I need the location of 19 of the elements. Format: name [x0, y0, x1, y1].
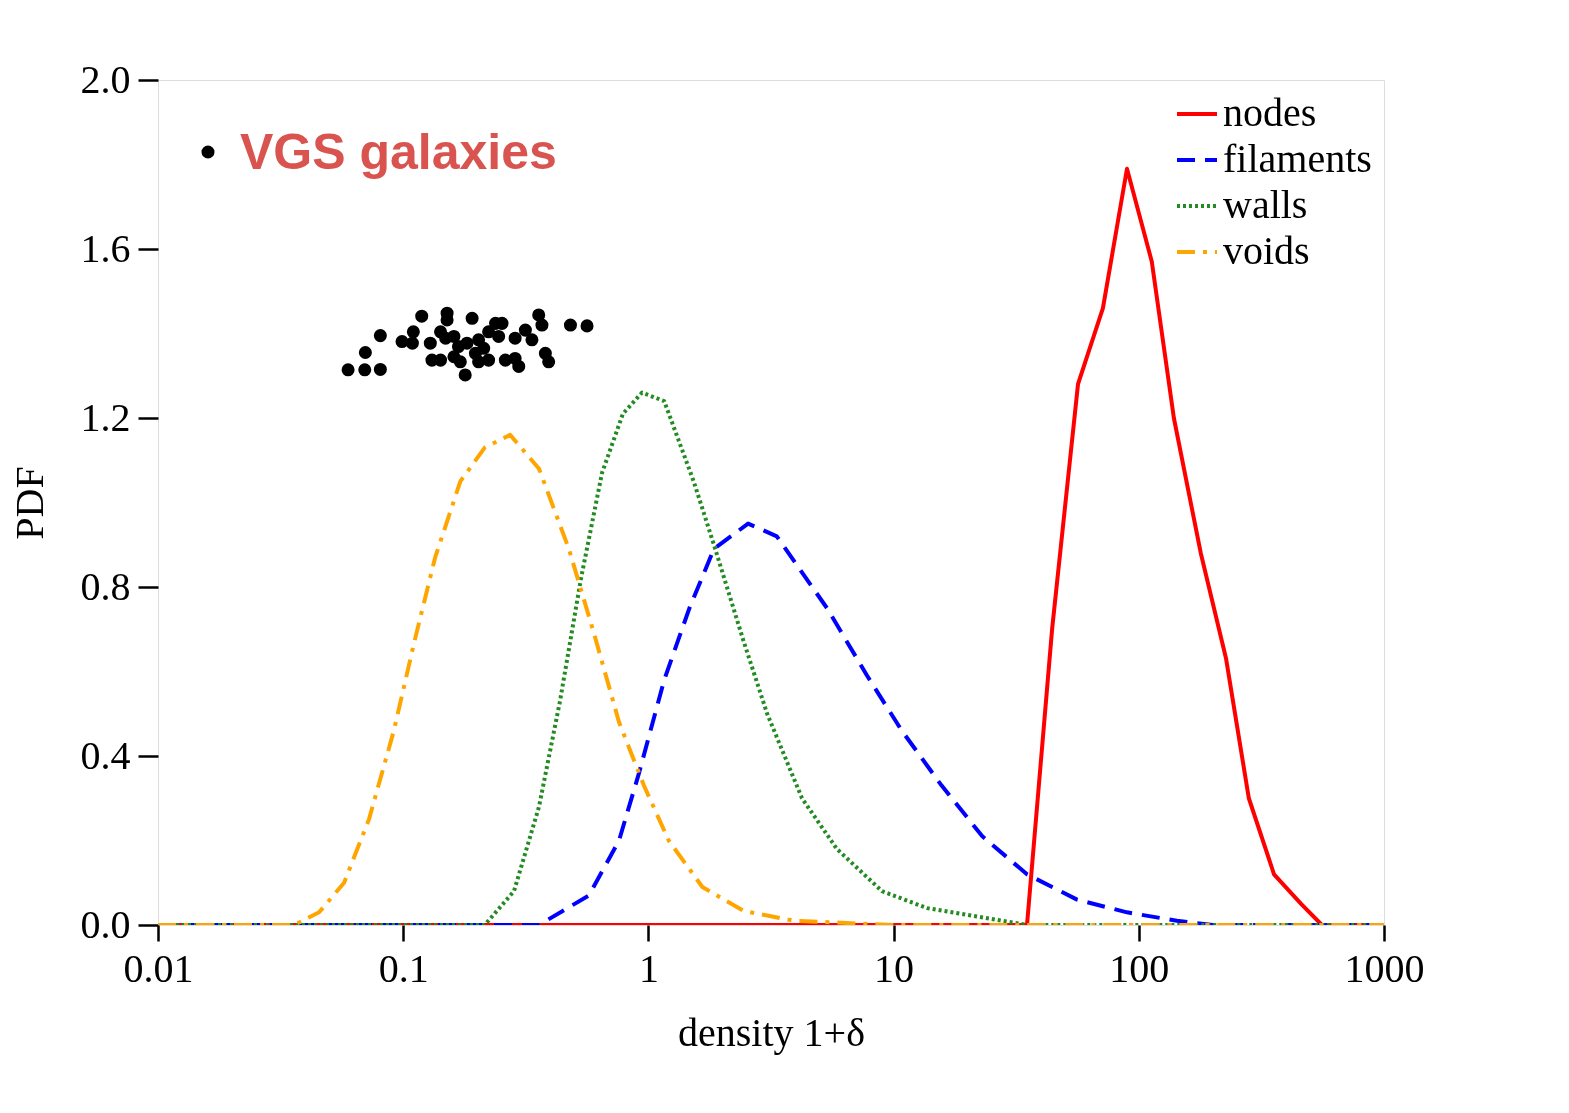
y-tick-label: 0.8 — [80, 563, 131, 609]
legend-label: filaments — [1223, 136, 1372, 181]
legend-label: walls — [1223, 182, 1308, 227]
legend-label: VGS galaxies — [240, 124, 557, 180]
y-tick-label: 2.0 — [80, 56, 131, 102]
x-tick-label: 100 — [1109, 945, 1170, 991]
legend-label: nodes — [1223, 90, 1317, 135]
y-axis-title: PDF — [6, 466, 52, 540]
x-tick-label: 0.1 — [378, 945, 429, 991]
y-tick-label: 1.6 — [80, 225, 131, 271]
x-axis-title: density 1+δ — [678, 1009, 865, 1055]
x-tick-label: 1000 — [1344, 945, 1425, 991]
x-tick-label: 0.01 — [123, 945, 194, 991]
x-tick-label: 10 — [874, 945, 915, 991]
y-tick-label: 0.0 — [80, 901, 131, 947]
y-tick-label: 0.4 — [80, 732, 131, 778]
legend-label: voids — [1223, 228, 1310, 273]
y-tick-label: 1.2 — [80, 394, 131, 440]
x-tick-label: 1 — [638, 945, 659, 991]
